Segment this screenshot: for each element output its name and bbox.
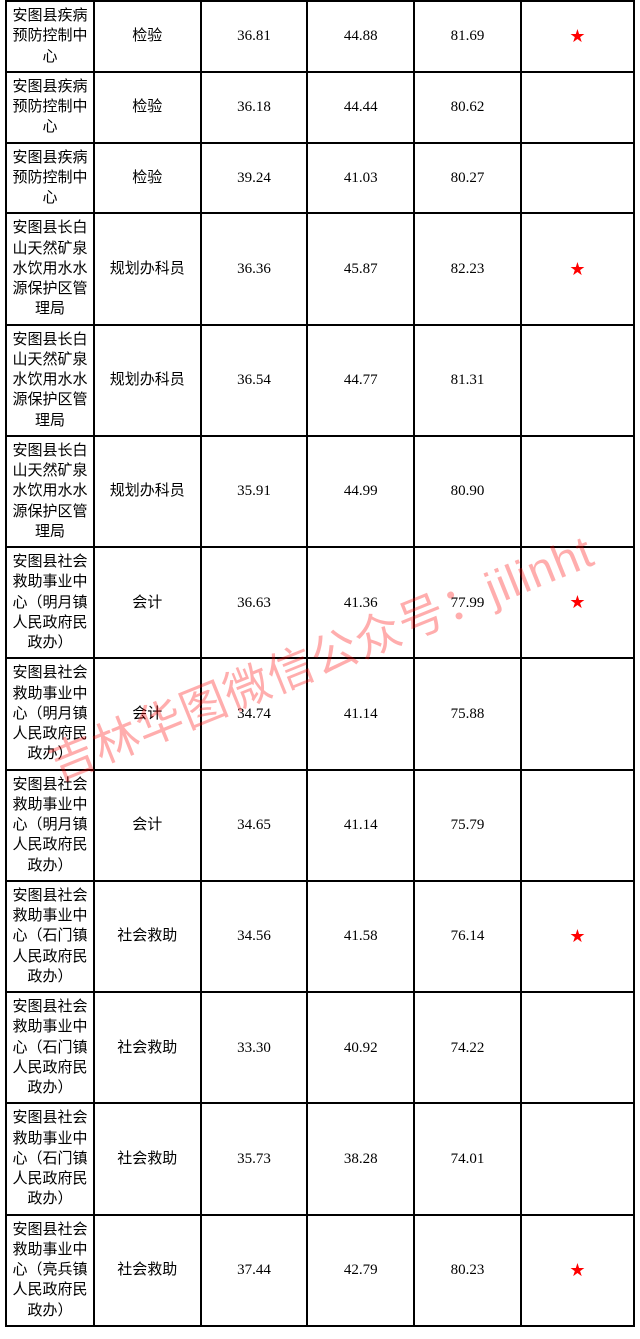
score3-cell: 76.14 — [414, 881, 521, 992]
org-cell: 安图县长白山天然矿泉水饮用水水源保护区管理局 — [6, 213, 94, 324]
table-row: 安图县社会救助事业中心（石门镇人民政府民政办）社会救助34.5641.5876.… — [6, 881, 634, 992]
star-cell: ★ — [521, 213, 634, 324]
score3-cell: 75.79 — [414, 770, 521, 881]
table-row: 安图县疾病预防控制中心检验36.8144.8881.69 ★ — [6, 1, 634, 72]
star-cell — [521, 72, 634, 143]
table-row: 安图县长白山天然矿泉水饮用水水源保护区管理局规划办科员36.5444.7781.… — [6, 325, 634, 436]
table-row: 安图县社会救助事业中心（明月镇人民政府民政办）会计36.6341.3677.99… — [6, 547, 634, 658]
star-cell — [521, 325, 634, 436]
star-cell — [521, 143, 634, 214]
position-cell: 检验 — [94, 143, 201, 214]
score1-cell: 37.44 — [201, 1215, 308, 1326]
position-cell: 会计 — [94, 658, 201, 769]
results-table-container: 安图县疾病预防控制中心检验36.8144.8881.69★安图县疾病预防控制中心… — [5, 0, 635, 1327]
score1-cell: 36.18 — [201, 72, 308, 143]
results-tbody: 安图县疾病预防控制中心检验36.8144.8881.69★安图县疾病预防控制中心… — [6, 1, 634, 1326]
table-row: 安图县社会救助事业中心（明月镇人民政府民政办）会计34.6541.1475.79 — [6, 770, 634, 881]
star-icon: ★ — [569, 26, 585, 46]
table-row: 安图县疾病预防控制中心检验36.1844.4480.62 — [6, 72, 634, 143]
score1-cell: 35.73 — [201, 1103, 308, 1214]
score1-cell: 35.91 — [201, 436, 308, 547]
star-cell: ★ — [521, 881, 634, 992]
score3-cell: 75.88 — [414, 658, 521, 769]
score2-cell: 41.36 — [307, 547, 414, 658]
score3-cell: 74.22 — [414, 992, 521, 1103]
star-cell — [521, 992, 634, 1103]
table-row: 安图县社会救助事业中心（明月镇人民政府民政办）会计34.7441.1475.88 — [6, 658, 634, 769]
score3-cell: 80.27 — [414, 143, 521, 214]
star-icon: ★ — [569, 1260, 585, 1280]
score3-cell: 80.62 — [414, 72, 521, 143]
score3-cell: 81.31 — [414, 325, 521, 436]
org-cell: 安图县社会救助事业中心（亮兵镇人民政府民政办） — [6, 1215, 94, 1326]
score1-cell: 34.56 — [201, 881, 308, 992]
score2-cell: 41.14 — [307, 770, 414, 881]
star-icon: ★ — [569, 592, 585, 612]
star-cell: ★ — [521, 1215, 634, 1326]
score1-cell: 34.65 — [201, 770, 308, 881]
score3-cell: 77.99 — [414, 547, 521, 658]
score1-cell: 33.30 — [201, 992, 308, 1103]
score2-cell: 45.87 — [307, 213, 414, 324]
org-cell: 安图县社会救助事业中心（明月镇人民政府民政办） — [6, 658, 94, 769]
score2-cell: 44.88 — [307, 1, 414, 72]
org-cell: 安图县疾病预防控制中心 — [6, 1, 94, 72]
position-cell: 规划办科员 — [94, 436, 201, 547]
table-row: 安图县长白山天然矿泉水饮用水水源保护区管理局规划办科员35.9144.9980.… — [6, 436, 634, 547]
score1-cell: 36.81 — [201, 1, 308, 72]
position-cell: 社会救助 — [94, 1103, 201, 1214]
table-row: 安图县社会救助事业中心（石门镇人民政府民政办）社会救助35.7338.2874.… — [6, 1103, 634, 1214]
org-cell: 安图县社会救助事业中心（明月镇人民政府民政办） — [6, 547, 94, 658]
org-cell: 安图县社会救助事业中心（明月镇人民政府民政办） — [6, 770, 94, 881]
position-cell: 会计 — [94, 547, 201, 658]
position-cell: 社会救助 — [94, 992, 201, 1103]
score3-cell: 74.01 — [414, 1103, 521, 1214]
position-cell: 检验 — [94, 1, 201, 72]
org-cell: 安图县疾病预防控制中心 — [6, 72, 94, 143]
org-cell: 安图县社会救助事业中心（石门镇人民政府民政办） — [6, 1103, 94, 1214]
score1-cell: 36.63 — [201, 547, 308, 658]
score1-cell: 36.54 — [201, 325, 308, 436]
score2-cell: 41.58 — [307, 881, 414, 992]
table-row: 安图县长白山天然矿泉水饮用水水源保护区管理局规划办科员36.3645.8782.… — [6, 213, 634, 324]
position-cell: 社会救助 — [94, 881, 201, 992]
star-icon: ★ — [569, 926, 585, 946]
star-cell — [521, 436, 634, 547]
table-row: 安图县社会救助事业中心（亮兵镇人民政府民政办）社会救助37.4442.7980.… — [6, 1215, 634, 1326]
star-cell: ★ — [521, 1, 634, 72]
star-icon: ★ — [569, 259, 585, 279]
table-row: 安图县社会救助事业中心（石门镇人民政府民政办）社会救助33.3040.9274.… — [6, 992, 634, 1103]
score3-cell: 80.90 — [414, 436, 521, 547]
score1-cell: 36.36 — [201, 213, 308, 324]
star-cell: ★ — [521, 547, 634, 658]
org-cell: 安图县长白山天然矿泉水饮用水水源保护区管理局 — [6, 436, 94, 547]
score3-cell: 80.23 — [414, 1215, 521, 1326]
position-cell: 社会救助 — [94, 1215, 201, 1326]
score2-cell: 41.14 — [307, 658, 414, 769]
score3-cell: 81.69 — [414, 1, 521, 72]
star-cell — [521, 1103, 634, 1214]
score3-cell: 82.23 — [414, 213, 521, 324]
score2-cell: 44.99 — [307, 436, 414, 547]
score1-cell: 39.24 — [201, 143, 308, 214]
table-row: 安图县疾病预防控制中心检验39.2441.0380.27 — [6, 143, 634, 214]
org-cell: 安图县社会救助事业中心（石门镇人民政府民政办） — [6, 881, 94, 992]
score2-cell: 38.28 — [307, 1103, 414, 1214]
score2-cell: 42.79 — [307, 1215, 414, 1326]
score2-cell: 40.92 — [307, 992, 414, 1103]
star-cell — [521, 770, 634, 881]
org-cell: 安图县社会救助事业中心（石门镇人民政府民政办） — [6, 992, 94, 1103]
org-cell: 安图县长白山天然矿泉水饮用水水源保护区管理局 — [6, 325, 94, 436]
star-cell — [521, 658, 634, 769]
results-table: 安图县疾病预防控制中心检验36.8144.8881.69★安图县疾病预防控制中心… — [5, 0, 635, 1327]
score2-cell: 41.03 — [307, 143, 414, 214]
score2-cell: 44.44 — [307, 72, 414, 143]
position-cell: 检验 — [94, 72, 201, 143]
score1-cell: 34.74 — [201, 658, 308, 769]
position-cell: 会计 — [94, 770, 201, 881]
position-cell: 规划办科员 — [94, 213, 201, 324]
score2-cell: 44.77 — [307, 325, 414, 436]
org-cell: 安图县疾病预防控制中心 — [6, 143, 94, 214]
position-cell: 规划办科员 — [94, 325, 201, 436]
